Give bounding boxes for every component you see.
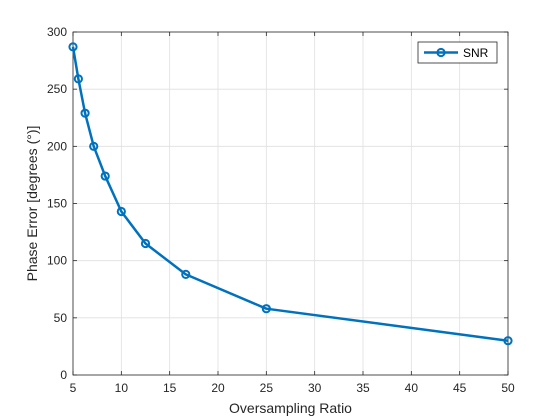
x-tick-label: 5 [70,381,77,395]
y-tick-label: 250 [47,82,67,96]
x-tick-label: 10 [115,381,129,395]
x-tick-label: 25 [260,381,274,395]
series-line-snr [71,46,509,342]
legend: SNR [417,41,498,64]
tick-marks [72,31,509,376]
x-tick-label: 45 [453,381,467,395]
y-tick-label: 100 [47,254,67,268]
y-tick-label: 50 [54,311,68,325]
y-tick-label: 300 [47,25,67,39]
x-tick-labels: 5 10 15 20 25 30 35 40 45 50 [70,381,515,395]
data-point [80,108,90,118]
x-tick-label: 30 [308,381,322,395]
y-tick-label: 0 [60,368,67,382]
data-point [100,171,110,181]
y-tick-labels: 0 50 100 150 200 250 300 [47,25,67,382]
data-point [73,74,83,84]
x-tick-label: 15 [163,381,177,395]
data-point [181,269,191,279]
legend-marker-icon [436,47,446,58]
x-tick-label: 50 [501,381,515,395]
data-point [116,206,126,217]
data-point [89,141,99,151]
data-point [140,238,151,249]
legend-entry-snr: SNR [463,46,489,60]
data-point [261,304,271,314]
data-point [503,336,513,346]
y-tick-label: 200 [47,139,67,153]
y-tick-label: 150 [47,197,67,211]
y-axis-label: Phase Error [degrees (°)] [24,126,40,282]
x-tick-label: 20 [211,381,225,395]
data-point [68,42,78,52]
x-tick-label: 35 [356,381,370,395]
x-tick-label: 40 [405,381,419,395]
x-axis-label: Oversampling Ratio [229,400,352,416]
series-layer [68,42,513,346]
